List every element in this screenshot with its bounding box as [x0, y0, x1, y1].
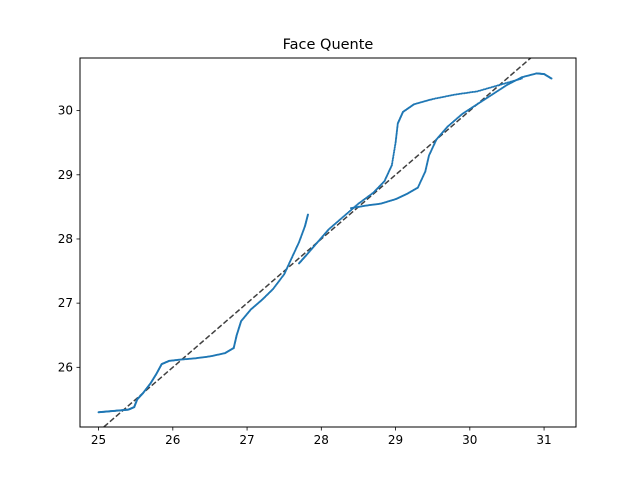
data-point	[458, 92, 461, 95]
data-point	[434, 97, 437, 100]
data-point	[504, 82, 507, 85]
data-point	[500, 83, 503, 86]
data-point	[452, 93, 455, 96]
data-point	[550, 77, 553, 80]
data-point	[463, 92, 466, 95]
data-point	[392, 152, 395, 155]
data-point	[392, 154, 395, 157]
axis-ticks: 25 26 27 28 29 30 31 26 27 28 29 30	[58, 104, 552, 447]
data-point	[474, 90, 477, 93]
data-point	[394, 144, 397, 147]
data-point	[391, 160, 394, 163]
x-tick-label: 27	[239, 433, 254, 447]
data-point	[473, 90, 476, 93]
data-point	[482, 88, 485, 91]
y-tick-label: 28	[58, 232, 73, 246]
data-point	[477, 89, 480, 92]
data-point	[431, 98, 434, 101]
data-point	[476, 90, 479, 93]
data-point	[450, 94, 453, 97]
data-point	[439, 96, 442, 99]
data-point	[496, 84, 499, 87]
data-point	[441, 96, 444, 99]
data-point	[492, 85, 495, 88]
reference-line	[102, 58, 532, 427]
plot-area	[97, 58, 553, 427]
data-point	[466, 91, 469, 94]
data-point	[457, 93, 460, 96]
data-point	[392, 151, 395, 154]
data-point	[506, 81, 509, 84]
data-point	[485, 87, 488, 90]
data-point	[447, 94, 450, 97]
x-tick-label: 26	[165, 433, 180, 447]
x-tick-label: 29	[388, 433, 403, 447]
data-point	[438, 96, 441, 99]
x-tick-label: 30	[462, 433, 477, 447]
data-point	[490, 86, 493, 89]
data-point	[455, 93, 458, 96]
y-tick-label: 26	[58, 360, 73, 374]
data-point	[498, 83, 501, 86]
data-point	[468, 91, 471, 94]
data-point	[493, 85, 496, 88]
y-tick-label: 27	[58, 296, 73, 310]
data-point	[446, 95, 449, 98]
data-point	[393, 146, 396, 149]
y-tick-label: 29	[58, 168, 73, 182]
data-point	[461, 92, 464, 95]
chart-title: Face Quente	[283, 37, 374, 53]
data-point	[449, 94, 452, 97]
y-tick-label: 30	[58, 104, 73, 118]
data-point	[469, 91, 472, 94]
data-point	[484, 88, 487, 91]
data-point	[488, 86, 491, 89]
data-point	[392, 156, 395, 159]
data-point	[479, 89, 482, 92]
data-point	[501, 83, 504, 86]
data-point	[442, 95, 445, 98]
data-point	[460, 92, 463, 95]
x-tick-label: 31	[536, 433, 551, 447]
data-point	[465, 91, 468, 94]
data-point	[487, 87, 490, 90]
data-point	[444, 95, 447, 98]
x-tick-label: 25	[91, 433, 106, 447]
data-point	[433, 97, 436, 100]
data-point	[306, 213, 309, 216]
data-point	[471, 91, 474, 94]
data-point	[391, 159, 394, 162]
data-point	[390, 164, 393, 167]
data-point	[393, 148, 396, 151]
data-point	[453, 93, 456, 96]
data-point	[391, 157, 394, 160]
data-point	[391, 162, 394, 165]
data-point	[394, 143, 397, 146]
x-tick-label: 28	[314, 433, 329, 447]
axes-frame	[79, 57, 577, 428]
data-point	[393, 149, 396, 152]
data-point	[495, 84, 498, 87]
data-point	[481, 88, 484, 91]
data-point	[503, 82, 506, 85]
data-point	[436, 97, 439, 100]
